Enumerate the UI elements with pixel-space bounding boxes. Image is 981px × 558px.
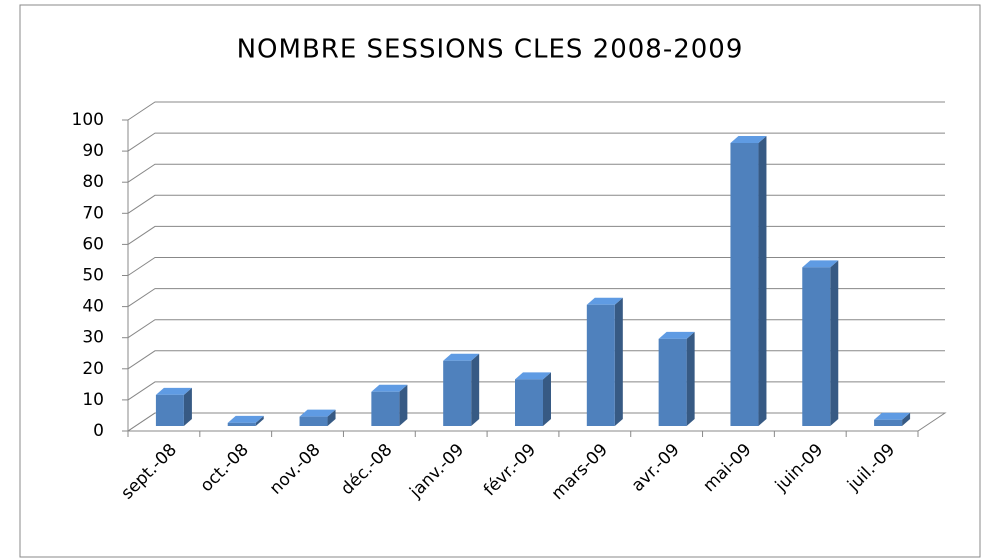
bar-side (830, 260, 839, 426)
bar (802, 260, 839, 426)
bar (515, 372, 551, 426)
bar (658, 331, 695, 426)
grid-line (127, 163, 945, 183)
bar-side (543, 372, 551, 426)
grid-line (127, 257, 945, 276)
bar-top (155, 387, 192, 395)
bar (227, 415, 264, 426)
bar-side (255, 415, 264, 426)
bar (299, 409, 336, 426)
grid-line (127, 194, 945, 214)
bar-top (299, 409, 336, 417)
bar-top (658, 331, 695, 339)
bar-top (586, 297, 623, 305)
bar-side (614, 297, 623, 426)
bar-front (515, 379, 543, 426)
bar (730, 135, 767, 427)
bar (371, 384, 408, 426)
bar-side (686, 331, 695, 426)
bar (586, 297, 623, 426)
bar-front (586, 304, 615, 426)
grid-line (127, 319, 945, 339)
bar-front (443, 360, 472, 426)
bar-side (183, 387, 192, 426)
bar-side (471, 353, 480, 426)
y-tick-label: 90 (82, 141, 104, 161)
bar-front (874, 419, 903, 426)
y-tick-label: 60 (82, 234, 104, 254)
bar (443, 353, 480, 426)
bar-front (658, 338, 687, 426)
grid-line (127, 132, 945, 152)
bar-top (371, 384, 408, 392)
bar-top (515, 372, 551, 380)
y-tick-label: 70 (82, 203, 104, 223)
y-tick-label: 40 (82, 297, 104, 317)
bar-top (227, 415, 264, 423)
bar-top (802, 260, 839, 268)
bar-front (155, 394, 184, 426)
y-tick-label: 10 (82, 390, 104, 410)
bar-front (371, 391, 400, 426)
bar-side (902, 412, 911, 426)
bar-top (874, 412, 911, 420)
bar-front (802, 267, 831, 426)
bar-front (730, 142, 759, 427)
bar-side (758, 135, 767, 427)
bar (874, 412, 911, 426)
y-tick-label: 30 (82, 328, 104, 348)
bar-top (730, 135, 767, 143)
bar-top (443, 353, 480, 361)
bar-front (299, 416, 328, 426)
grid-line (127, 288, 945, 308)
chart-title: NOMBRE SESSIONS CLES 2008-2009 (237, 35, 744, 65)
bar (155, 387, 192, 426)
bar-front (227, 422, 256, 426)
y-tick-label: 20 (82, 359, 104, 379)
y-tick-label: 100 (72, 110, 104, 130)
grid-line (127, 225, 945, 245)
bar-side (327, 409, 336, 426)
y-tick-label: 50 (82, 266, 104, 286)
y-tick-label: 80 (82, 172, 104, 192)
y-tick-label: 0 (93, 421, 104, 441)
grid-line (127, 101, 945, 121)
bar-side (399, 384, 408, 426)
